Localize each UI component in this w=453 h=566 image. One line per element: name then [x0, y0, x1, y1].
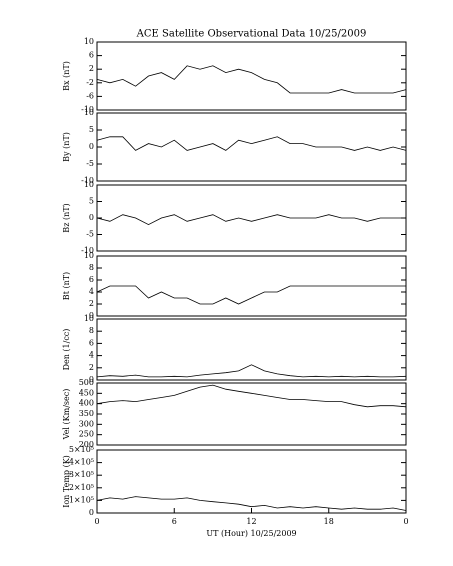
y-tick-label: -10 — [81, 105, 94, 114]
y-tick-label: 8 — [89, 263, 94, 272]
y-tick-label: 6 — [89, 275, 94, 284]
y-tick-label: 2 — [89, 64, 94, 73]
y-tick-label: 5 — [89, 197, 94, 206]
data-line — [96, 214, 406, 226]
data-line — [96, 136, 407, 151]
y-tick-label: -2 — [86, 78, 94, 87]
y-tick-label: 0 — [89, 311, 94, 320]
y-tick-label: 10 — [84, 314, 94, 323]
y-tick-label: 2 — [89, 299, 94, 308]
y-tick-label: 0 — [89, 375, 94, 384]
y-tick-label: 6 — [89, 338, 94, 347]
y-tick-label: 4×10⁵ — [69, 458, 94, 467]
data-line — [96, 496, 407, 511]
y-tick-label: 5 — [89, 125, 94, 134]
panel-frame — [96, 41, 407, 111]
panel-frame — [96, 449, 407, 514]
y-tick-label: 10 — [84, 37, 94, 46]
y-tick-label: 200 — [79, 440, 94, 449]
y-tick-label: 10 — [84, 251, 94, 260]
y-tick-label: 1×10⁵ — [69, 495, 94, 504]
y-tick-label: 400 — [79, 399, 94, 408]
y-axis-label: Vel (Km/sec) — [62, 389, 71, 441]
y-tick-label: 500 — [79, 378, 94, 387]
y-tick-label: -10 — [81, 176, 94, 185]
y-tick-label: 6 — [89, 51, 94, 60]
y-tick-label: 4 — [89, 351, 94, 360]
y-tick-label: -6 — [86, 91, 94, 100]
panel-frame — [96, 184, 407, 252]
y-tick-label: 250 — [79, 430, 94, 439]
y-tick-label: 300 — [79, 419, 94, 428]
y-axis-label: Den (1/cc) — [62, 329, 71, 371]
panel-frame — [96, 112, 407, 182]
y-tick-label: 2×10⁵ — [69, 483, 94, 492]
data-line — [96, 285, 406, 305]
data-line — [96, 364, 407, 378]
data-line — [96, 65, 407, 94]
y-tick-label: 5×10⁵ — [69, 445, 94, 454]
y-tick-label: 0 — [89, 213, 94, 222]
x-axis-label: UT (Hour) 10/25/2009 — [206, 529, 296, 538]
y-tick-label: 3×10⁵ — [69, 470, 94, 479]
y-tick-label: 350 — [79, 409, 94, 418]
x-tick-label: 0 — [94, 517, 99, 526]
y-axis-label: Bz (nT) — [62, 203, 71, 232]
y-tick-label: 2 — [89, 363, 94, 372]
y-axis-label: By (nT) — [62, 132, 71, 162]
y-tick-label: 450 — [79, 388, 94, 397]
y-tick-label: 4 — [89, 287, 94, 296]
y-tick-label: 8 — [89, 326, 94, 335]
y-tick-label: -10 — [81, 246, 94, 255]
y-tick-label: 10 — [84, 108, 94, 117]
y-tick-label: -5 — [86, 230, 94, 239]
x-tick-label: 6 — [172, 517, 177, 526]
x-tick-label: 18 — [324, 517, 334, 526]
y-tick-label: 10 — [84, 180, 94, 189]
y-axis-label: Bt (nT) — [62, 272, 71, 300]
y-axis-label: Ion Temp (K) — [62, 455, 71, 508]
y-tick-label: -5 — [86, 159, 94, 168]
y-axis-label: Bx (nT) — [62, 61, 71, 91]
data-line — [96, 384, 407, 408]
panel-frame — [96, 382, 407, 446]
chart-title: ACE Satellite Observational Data 10/25/2… — [136, 29, 367, 40]
x-tick-label: 12 — [246, 517, 256, 526]
y-tick-label: 0 — [89, 142, 94, 151]
panel-frame — [96, 318, 407, 381]
y-tick-label: 0 — [89, 508, 94, 517]
x-tick-label: 0 — [403, 517, 408, 526]
